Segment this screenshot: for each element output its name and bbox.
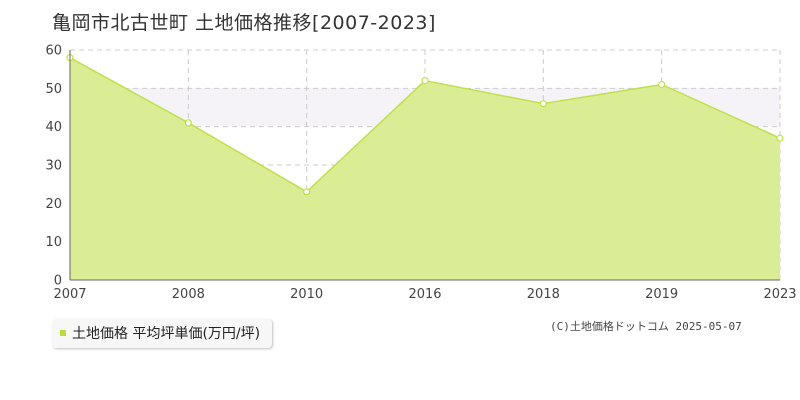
data-point [303,188,311,196]
legend-label: 土地価格 平均坪単価(万円/坪) [72,326,261,342]
x-tick-label: 2023 [763,287,796,302]
data-point [776,134,784,142]
y-tick-label: 20 [45,197,62,212]
chart-title: 亀岡市北古世町 土地価格推移[2007-2023] [52,12,436,34]
legend: 土地価格 平均坪単価(万円/坪) [52,319,273,348]
y-tick-label: 50 [45,82,62,97]
y-tick-label: 40 [45,120,62,135]
x-tick-label: 2019 [645,287,678,302]
x-tick-label: 2018 [527,287,560,302]
data-point [184,119,192,127]
x-tick-label: 2008 [172,287,205,302]
x-tick-label: 2007 [53,287,86,302]
data-point [658,80,666,89]
x-tick-label: 2010 [290,287,323,302]
x-tick-labels: 2007 2008 2010 2016 2018 2019 2023 [53,287,796,302]
data-point [539,100,547,108]
series-points [66,54,784,196]
data-point [421,77,429,85]
series-area [70,57,780,280]
y-tick-labels: 0 10 20 30 40 50 60 [45,44,62,289]
y-tick-label: 0 [54,274,62,289]
y-tick-label: 60 [45,44,62,59]
copyright-text: (C)土地価格ドットコム 2025-05-07 [550,320,742,333]
legend-swatch [60,330,66,336]
x-tick-label: 2016 [408,287,441,302]
y-tick-label: 10 [45,235,62,250]
y-tick-label: 30 [45,159,62,174]
